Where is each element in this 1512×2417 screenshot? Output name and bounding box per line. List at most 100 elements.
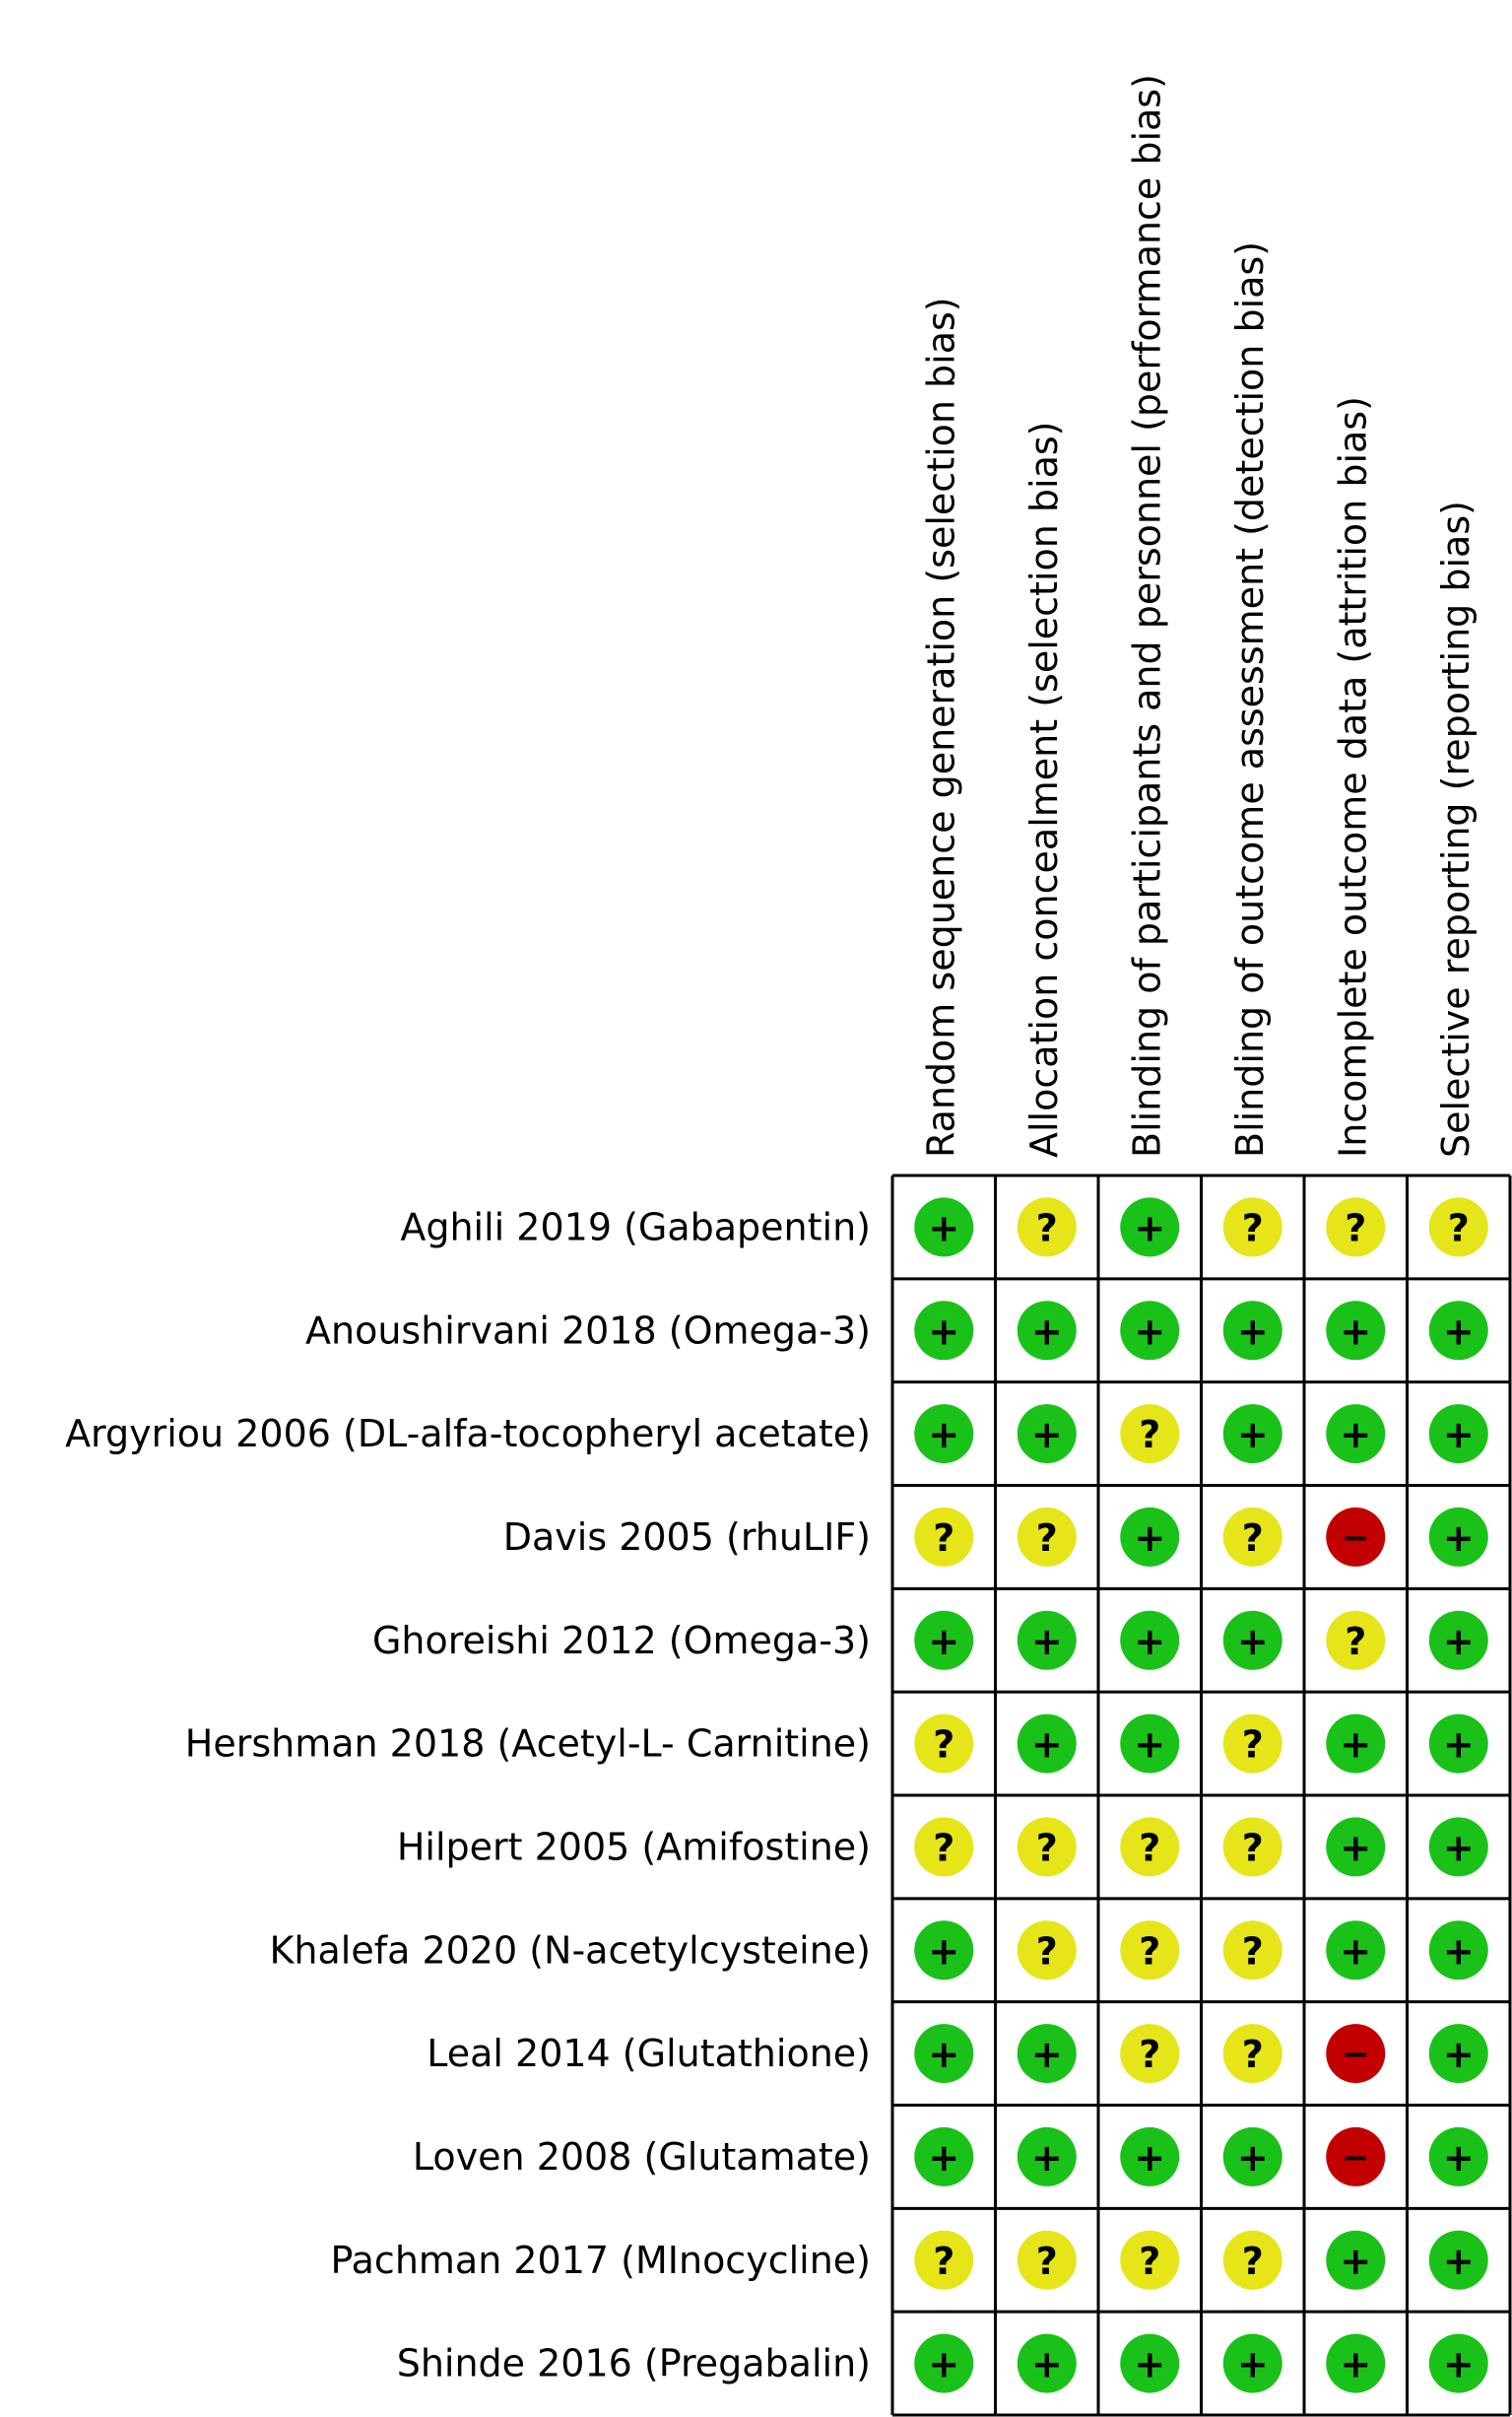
judgement-circle	[914, 2333, 974, 2393]
judgement-symbol: +	[928, 1929, 959, 1973]
judgement-circle	[1428, 1610, 1488, 1670]
judgement-symbol: +	[1134, 1723, 1165, 1767]
judgement-low-risk: +	[1222, 1301, 1282, 1361]
judgement-circle	[914, 1920, 974, 1981]
judgement-circle	[914, 1713, 974, 1774]
judgement-circle	[1326, 2333, 1386, 2393]
judgement-low-risk: +	[1017, 2333, 1077, 2393]
judgement-low-risk: +	[1428, 1713, 1488, 1774]
judgement-symbol: ?	[1036, 1206, 1058, 1249]
judgement-circle	[1120, 1713, 1180, 1774]
judgement-symbol: +	[1443, 1929, 1475, 1973]
judgement-symbol: +	[1134, 1620, 1165, 1663]
judgement-symbol: ?	[1139, 1929, 1160, 1973]
judgement-symbol: +	[1443, 2343, 1475, 2386]
judgement-symbol: +	[928, 1620, 959, 1663]
judgement-circle	[1222, 1920, 1282, 1981]
judgement-symbol: +	[1443, 1309, 1475, 1353]
judgement-symbol: +	[928, 2033, 959, 2076]
judgement-symbol: +	[1340, 1929, 1371, 1973]
judgement-unclear-risk: ?	[1428, 1197, 1488, 1257]
judgement-circle	[1222, 1301, 1282, 1361]
judgement-circle	[1222, 2230, 1282, 2290]
judgement-high-risk: −	[1326, 2024, 1386, 2084]
judgement-symbol: −	[1342, 2138, 1370, 2178]
judgement-low-risk: +	[1120, 1301, 1180, 1361]
judgement-circle	[1222, 2333, 1282, 2393]
judgement-symbol: ?	[1139, 2240, 1160, 2283]
judgement-unclear-risk: ?	[914, 1817, 974, 1877]
judgement-circle	[1017, 1197, 1077, 1257]
study-label: Leal 2014 (Glutathione)	[427, 2032, 871, 2075]
judgement-circle	[1017, 2126, 1077, 2186]
judgement-symbol: ?	[1036, 1826, 1058, 1869]
judgement-low-risk: +	[914, 2024, 974, 2084]
judgement-symbol: +	[1031, 2033, 1063, 2076]
judgement-low-risk: +	[914, 2333, 974, 2393]
judgement-low-risk: +	[1120, 1197, 1180, 1257]
judgement-low-risk: +	[914, 2126, 974, 2186]
judgement-symbol: +	[1443, 1826, 1475, 1869]
judgement-low-risk: +	[1017, 1404, 1077, 1464]
judgement-symbol: +	[1134, 2343, 1165, 2386]
judgement-symbol: +	[1134, 1309, 1165, 1353]
study-label: Anoushirvani 2018 (Omega-3)	[305, 1309, 871, 1352]
judgement-symbol: +	[1237, 2136, 1269, 2180]
judgement-symbol: −	[1342, 1518, 1370, 1558]
domain-header: Random sequence generation (selection bi…	[919, 297, 962, 1158]
judgement-low-risk: +	[1326, 1817, 1386, 1877]
judgement-low-risk: +	[1428, 1817, 1488, 1877]
judgement-circle	[1017, 1404, 1077, 1464]
judgement-unclear-risk: ?	[1017, 2230, 1077, 2290]
judgement-symbol: +	[928, 2136, 959, 2180]
judgement-low-risk: +	[1326, 1301, 1386, 1361]
judgement-circle	[914, 1610, 974, 1670]
judgement-circle	[1120, 2024, 1180, 2084]
judgement-circle	[1428, 1817, 1488, 1877]
judgement-circle	[1326, 2024, 1386, 2084]
judgement-symbol: +	[1340, 2240, 1371, 2283]
judgement-symbol: ?	[1242, 2240, 1264, 2283]
judgement-circle	[1428, 2333, 1488, 2393]
judgement-symbol: ?	[1448, 1206, 1470, 1249]
judgement-circle	[1326, 1404, 1386, 1464]
judgement-symbol: ?	[1345, 1206, 1366, 1249]
judgement-symbol: +	[1134, 1516, 1165, 1560]
judgement-symbol: ?	[933, 1516, 954, 1560]
judgement-symbol: ?	[1242, 2033, 1264, 2076]
judgement-symbol: ?	[1036, 1929, 1058, 1973]
judgement-circle	[1428, 2024, 1488, 2084]
judgement-symbol: −	[1342, 2035, 1370, 2074]
judgement-low-risk: +	[1428, 1920, 1488, 1981]
judgement-low-risk: +	[1017, 1713, 1077, 1774]
judgement-low-risk: +	[1120, 1610, 1180, 1670]
judgement-circle	[1017, 1920, 1077, 1981]
judgement-low-risk: +	[1326, 1404, 1386, 1464]
judgement-high-risk: −	[1326, 2126, 1386, 2186]
judgement-symbol: +	[1031, 1413, 1063, 1456]
study-label: Shinde 2016 (Pregabalin)	[397, 2342, 871, 2385]
judgement-circle	[1326, 2126, 1386, 2186]
judgement-circle	[1222, 2024, 1282, 2084]
judgement-symbol: +	[1031, 1309, 1063, 1353]
domain-header: Blinding of outcome assessment (detectio…	[1228, 241, 1272, 1158]
judgement-low-risk: +	[1326, 2230, 1386, 2290]
judgement-symbol: +	[928, 2343, 959, 2386]
judgement-symbol: +	[1031, 2136, 1063, 2180]
judgement-low-risk: +	[1428, 1404, 1488, 1464]
judgement-unclear-risk: ?	[1222, 2230, 1282, 2290]
judgement-low-risk: +	[1120, 2126, 1180, 2186]
judgement-circle	[914, 1507, 974, 1567]
judgement-circle	[1017, 2230, 1077, 2290]
judgement-unclear-risk: ?	[1017, 1507, 1077, 1567]
judgement-circle	[1222, 1713, 1282, 1774]
judgement-unclear-risk: ?	[1017, 1817, 1077, 1877]
judgement-low-risk: +	[914, 1610, 974, 1670]
judgement-circle	[1120, 1197, 1180, 1257]
judgement-circle	[1428, 1713, 1488, 1774]
judgement-circle	[1120, 1920, 1180, 1981]
study-label: Aghili 2019 (Gabapentin)	[400, 1205, 871, 1248]
domain-header: Incomplete outcome data (attrition bias)	[1331, 396, 1374, 1158]
judgement-symbol: +	[1443, 1723, 1475, 1767]
